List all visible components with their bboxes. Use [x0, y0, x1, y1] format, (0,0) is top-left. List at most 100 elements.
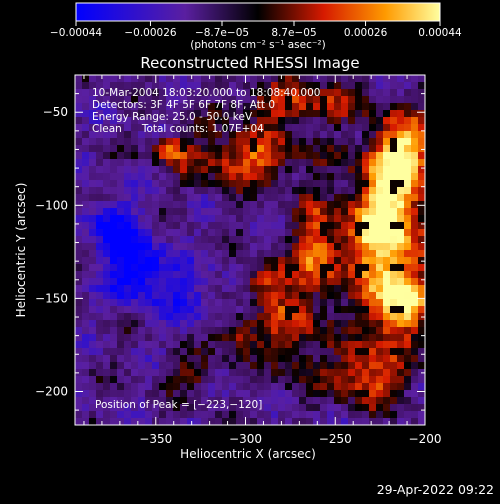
heatmap-cell: [292, 131, 300, 139]
heatmap-cell: [257, 306, 265, 314]
heatmap-cell: [369, 173, 377, 181]
heatmap-cell: [103, 299, 111, 307]
heatmap-cell: [313, 138, 321, 146]
heatmap-cell: [320, 208, 328, 216]
heatmap-cell: [383, 264, 391, 272]
heatmap-cell: [369, 376, 377, 384]
heatmap-cell: [194, 250, 202, 258]
heatmap-cell: [131, 75, 139, 83]
heatmap-cell: [110, 187, 118, 195]
heatmap-cell: [313, 96, 321, 104]
heatmap-cell: [110, 383, 118, 391]
heatmap-cell: [131, 152, 139, 160]
heatmap-cell: [383, 278, 391, 286]
heatmap-cell: [222, 96, 230, 104]
heatmap-cell: [173, 180, 181, 188]
heatmap-cell: [320, 257, 328, 265]
heatmap-cell: [159, 292, 167, 300]
heatmap-cell: [222, 418, 230, 425]
heatmap-cell: [96, 271, 104, 279]
heatmap-cell: [145, 103, 153, 111]
heatmap-cell: [173, 96, 181, 104]
heatmap-cell: [222, 404, 230, 412]
heatmap-cell: [145, 306, 153, 314]
heatmap-cell: [208, 96, 216, 104]
heatmap-cell: [131, 390, 139, 398]
heatmap-cell: [341, 152, 349, 160]
heatmap-cell: [145, 313, 153, 321]
heatmap-cell: [250, 292, 258, 300]
heatmap-cell: [355, 369, 363, 377]
heatmap-cell: [334, 348, 342, 356]
heatmap-cell: [257, 243, 265, 251]
heatmap-cell: [229, 376, 237, 384]
heatmap-cell: [229, 159, 237, 167]
heatmap-cell: [89, 138, 97, 146]
heatmap-cell: [264, 166, 272, 174]
heatmap-cell: [110, 320, 118, 328]
heatmap-cell: [89, 390, 97, 398]
heatmap-cell: [201, 208, 209, 216]
heatmap-cell: [376, 355, 384, 363]
heatmap-cell: [278, 243, 286, 251]
heatmap-cell: [397, 166, 405, 174]
heatmap-cell: [264, 313, 272, 321]
heatmap-cell: [173, 306, 181, 314]
heatmap-cell: [222, 89, 230, 97]
heatmap-cell: [103, 208, 111, 216]
heatmap-cell: [418, 82, 425, 90]
heatmap-cell: [334, 320, 342, 328]
heatmap-cell: [75, 75, 83, 83]
heatmap-cell: [201, 397, 209, 405]
heatmap-cell: [201, 201, 209, 209]
heatmap-cell: [138, 299, 146, 307]
heatmap-cell: [418, 159, 425, 167]
heatmap-cell: [124, 292, 132, 300]
heatmap-cell: [222, 117, 230, 125]
heatmap-cell: [222, 131, 230, 139]
heatmap-cell: [194, 404, 202, 412]
heatmap-cell: [194, 152, 202, 160]
heatmap-cell: [201, 75, 209, 83]
heatmap-cell: [208, 383, 216, 391]
heatmap-cell: [75, 264, 83, 272]
heatmap-cell: [292, 215, 300, 223]
heatmap-cell: [320, 152, 328, 160]
heatmap-cell: [222, 327, 230, 335]
heatmap-cell: [229, 299, 237, 307]
heatmap-cell: [236, 103, 244, 111]
heatmap-cell: [376, 103, 384, 111]
heatmap-cell: [376, 362, 384, 370]
heatmap-cell: [348, 292, 356, 300]
heatmap-cell: [89, 355, 97, 363]
heatmap-cell: [327, 355, 335, 363]
heatmap-cell: [180, 96, 188, 104]
heatmap-cell: [404, 369, 412, 377]
heatmap-cell: [250, 264, 258, 272]
heatmap-cell: [166, 334, 174, 342]
heatmap-cell: [243, 145, 251, 153]
heatmap-cell: [390, 138, 398, 146]
heatmap-cell: [362, 390, 370, 398]
heatmap-cell: [124, 166, 132, 174]
heatmap-cell: [334, 292, 342, 300]
heatmap-cell: [222, 348, 230, 356]
heatmap-cell: [334, 201, 342, 209]
heatmap-cell: [292, 229, 300, 237]
heatmap-cell: [292, 292, 300, 300]
chart-title: Reconstructed RHESSI Image: [140, 54, 359, 72]
heatmap-cell: [390, 187, 398, 195]
heatmap-cell: [404, 327, 412, 335]
heatmap-cell: [369, 145, 377, 153]
heatmap-cell: [250, 334, 258, 342]
heatmap-cell: [320, 145, 328, 153]
heatmap-cell: [257, 75, 265, 83]
heatmap-cell: [229, 404, 237, 412]
heatmap-cell: [194, 229, 202, 237]
heatmap-cell: [264, 82, 272, 90]
heatmap-cell: [96, 299, 104, 307]
heatmap-cell: [159, 313, 167, 321]
heatmap-cell: [404, 110, 412, 118]
heatmap-cell: [334, 173, 342, 181]
heatmap-cell: [236, 89, 244, 97]
